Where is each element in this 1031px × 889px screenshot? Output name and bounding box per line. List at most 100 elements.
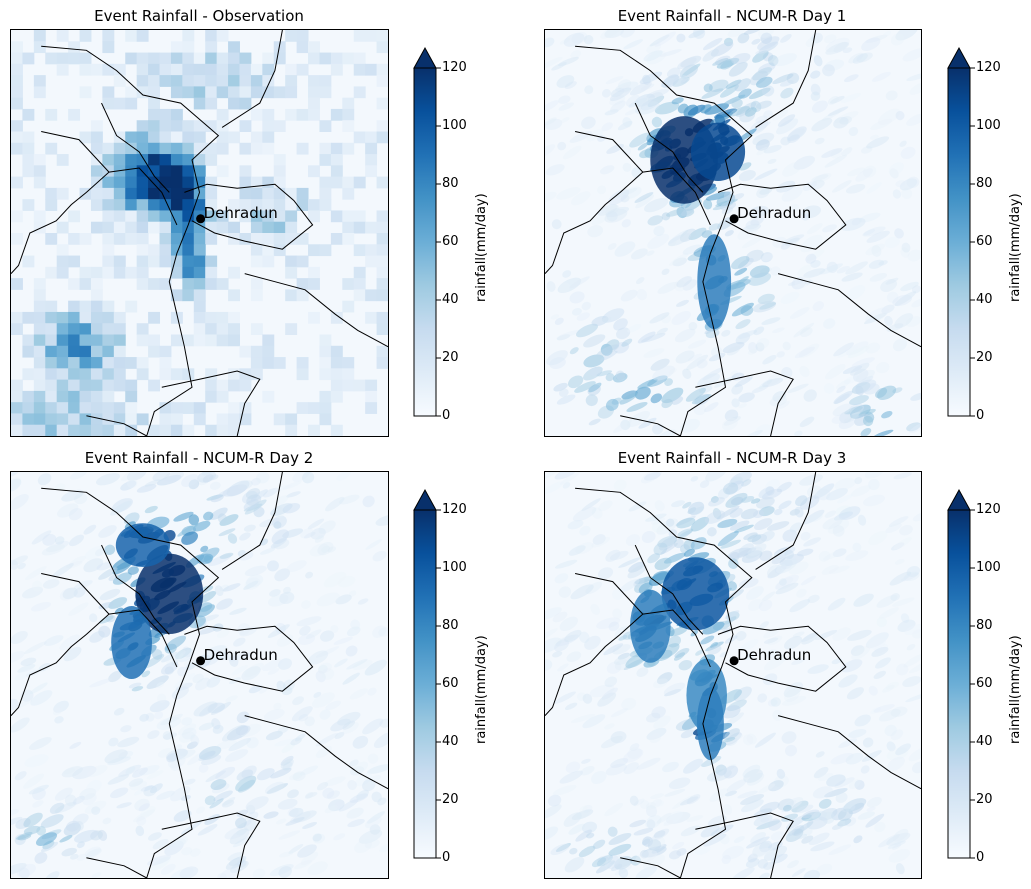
rainfall-streak [123,512,140,525]
rainfall-streak [197,626,219,635]
rainfall-streak [193,701,218,717]
rainfall-streak [805,36,821,47]
rainfall-streak [102,817,112,825]
rainfall-streak [650,793,665,800]
border-line [161,370,261,436]
colorbar-tick-label: 0 [976,408,985,423]
rainfall-streak [722,341,745,354]
rainfall-streak [23,641,47,654]
rainfall-streak [238,551,254,561]
rainfall-streak [292,771,306,781]
rainfall-streak [202,474,214,483]
state-borders [11,30,388,436]
rainfall-streak [188,479,200,490]
rainfall-cell [193,413,206,426]
rainfall-cell [159,165,172,178]
rainfall-cell [216,75,229,87]
rainfall-cell [308,86,320,99]
rainfall-cell [193,176,206,189]
rainfall-cell [216,413,229,426]
rainfall-cell [148,379,161,392]
rainfall-cell [125,221,138,234]
rainfall-streak [708,223,721,231]
rainfall-streak [906,113,921,126]
rainfall-cell [330,311,343,324]
rainfall-streak [11,698,19,711]
rainfall-cell [262,233,275,245]
rainfall-streak [726,779,747,792]
rainfall-streak [758,41,779,54]
rainfall-streak [735,631,747,641]
rainfall-streak [818,798,832,809]
rainfall-streak [646,50,667,65]
rainfall-cell [273,357,286,369]
rainfall-streak [884,724,897,737]
rainfall-streak [769,395,787,407]
rainfall-streak [789,307,810,319]
rainfall-cell [376,75,388,87]
rainfall-streak [600,165,615,175]
rainfall-streak [336,472,351,481]
rainfall-streak [342,721,359,734]
rainfall-streak [629,819,647,828]
rainfall-streak [801,814,812,820]
rainfall-streak [132,767,148,778]
rainfall-streak [722,845,744,860]
rainfall-streak [319,709,331,720]
rainfall-streak [636,289,648,301]
rainfall-streak [288,807,304,818]
rainfall-streak [712,58,729,66]
colorbar-tick-label: 0 [442,408,451,423]
rainfall-cell [68,390,81,403]
rainfall-streak [63,646,82,662]
rainfall-cell [33,278,46,290]
rainfall-streak [688,30,705,39]
rainfall-streak [743,769,763,783]
rainfall-cell [45,345,58,358]
rainfall-streak [819,263,843,275]
rainfall-cell [319,334,332,347]
rainfall-streak [244,565,267,577]
rainfall-cell [45,334,58,347]
rainfall-streak [585,394,598,407]
rainfall-cell [170,63,183,76]
rainfall-streak [748,598,763,611]
rainfall-cell [250,108,263,121]
rainfall-streak [321,545,331,553]
rainfall-streak [880,279,898,292]
rainfall-streak [837,808,853,821]
rainfall-streak [584,85,594,95]
rainfall-streak [811,118,833,132]
rainfall-streak [841,659,863,673]
rainfall-cell [205,255,218,268]
rainfall-cell [182,289,195,302]
rainfall-cell [273,244,286,257]
colorbar-tick-label: 100 [442,560,467,575]
border-line [575,45,753,436]
rainfall-streak [569,291,585,304]
rainfall-streak [219,552,234,559]
rainfall-cell [56,244,69,257]
rainfall-streak [301,600,311,609]
rainfall-streak [14,771,27,781]
rainfall-cell [330,357,343,369]
rainfall-streak [733,524,754,533]
rainfall-streak [771,555,786,565]
rainfall-streak [76,853,87,861]
rainfall-streak [554,559,578,569]
rainfall-streak [800,327,813,338]
rainfall-cell [376,97,388,110]
rainfall-cell [45,357,58,369]
rainfall-streak [799,474,823,486]
rainfall-cell [102,210,115,223]
rainfall-streak [233,637,246,647]
rainfall-streak [825,364,846,380]
rainfall-cell [296,108,309,121]
rainfall-cell [365,30,378,42]
rainfall-cell [136,75,149,87]
rainfall-streak [865,342,881,354]
rainfall-cell [182,187,195,200]
border-line [755,472,817,570]
rainfall-streak [677,103,689,114]
rainfall-streak [865,813,885,828]
